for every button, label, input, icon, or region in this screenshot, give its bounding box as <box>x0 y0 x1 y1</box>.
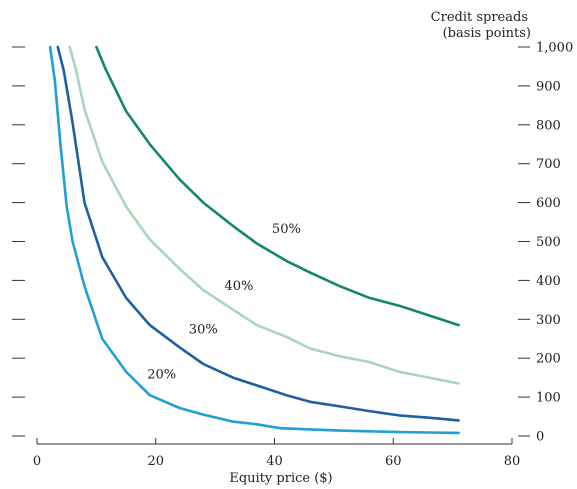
x-tick-label-0: 0 <box>33 454 41 469</box>
series-label-40: 40% <box>224 279 253 294</box>
y-tick-label-500: 500 <box>536 235 561 250</box>
y-tick-label-300: 300 <box>536 313 561 328</box>
series-line-40 <box>68 45 460 385</box>
series-label-50: 50% <box>272 222 301 237</box>
x-ticks <box>36 438 513 444</box>
x-axis-title: Equity price ($) <box>229 471 332 486</box>
series-line-30 <box>56 45 460 422</box>
x-tick-label-80: 80 <box>504 454 521 469</box>
series-lines <box>48 45 460 435</box>
y-tick-label-800: 800 <box>536 118 561 133</box>
y-tick-label-400: 400 <box>536 274 561 289</box>
y-tick-label-0: 0 <box>536 430 544 445</box>
right-tick-marks <box>518 46 530 437</box>
series-label-30: 30% <box>189 323 218 338</box>
y-tick-label-600: 600 <box>536 196 561 211</box>
y-axis-title-line-2: (basis points) <box>443 26 531 41</box>
x-tick-labels: 0 20 40 60 80 <box>33 454 520 469</box>
y-tick-label-200: 200 <box>536 352 561 367</box>
y-tick-labels: 0 100 200 300 400 500 600 700 800 900 1,000 <box>536 41 573 445</box>
series-labels: 20% 30% 40% 50% <box>147 222 301 382</box>
x-tick-label-40: 40 <box>266 454 283 469</box>
y-tick-label-100: 100 <box>536 391 561 406</box>
series-label-20: 20% <box>147 367 176 382</box>
x-tick-label-20: 20 <box>147 454 164 469</box>
series-line-50 <box>95 45 460 327</box>
y-tick-label-700: 700 <box>536 157 561 172</box>
series-line-20 <box>48 45 460 435</box>
y-axis-title-line-1: Credit spreads <box>431 10 528 25</box>
left-tick-marks <box>12 46 25 437</box>
x-tick-label-60: 60 <box>385 454 402 469</box>
y-tick-label-900: 900 <box>536 79 561 94</box>
y-tick-label-1000: 1,000 <box>536 41 573 56</box>
